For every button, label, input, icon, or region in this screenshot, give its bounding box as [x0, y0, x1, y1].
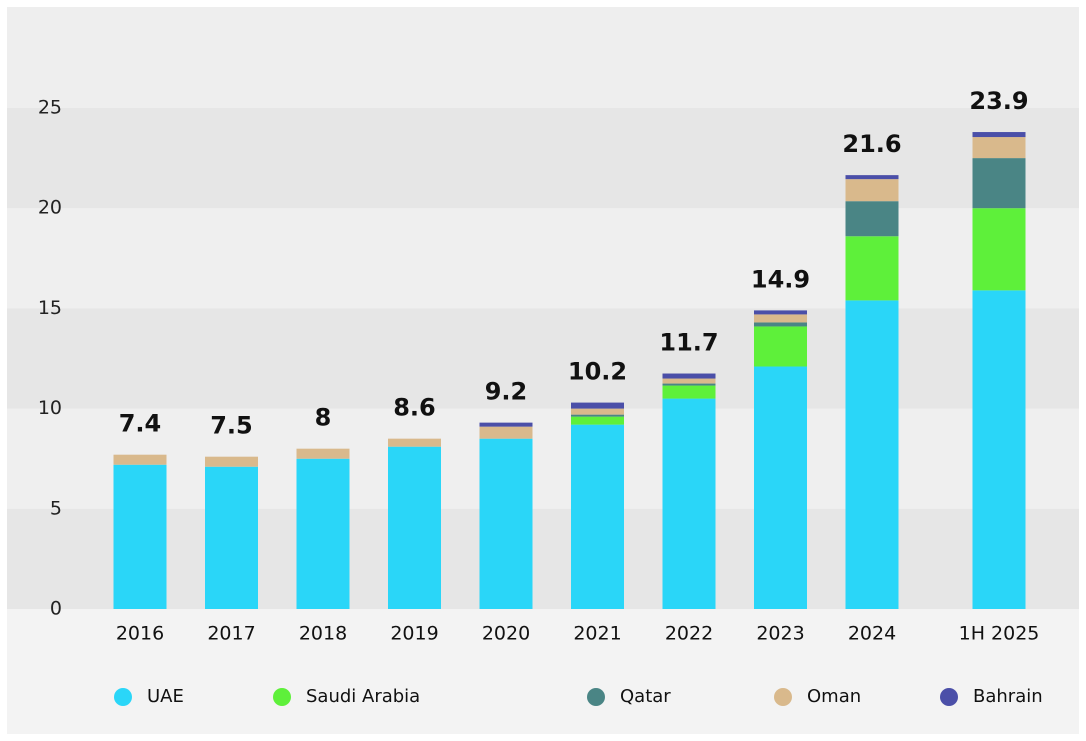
legend-marker [114, 688, 132, 706]
bar-segment [479, 422, 533, 427]
bar-segment [972, 137, 1026, 159]
bar-segment [662, 398, 716, 609]
bar-segment [571, 416, 624, 425]
grid-band [7, 408, 1079, 509]
bar-segment [296, 448, 350, 459]
bar-segment [662, 383, 716, 386]
bar-segment [754, 366, 807, 609]
bar-segment [845, 175, 899, 180]
legend-label: Bahrain [973, 686, 1043, 707]
bar-segment [571, 414, 624, 417]
y-tick-label: 25 [38, 97, 62, 119]
x-tick-label: 2016 [116, 623, 164, 645]
x-tick-label: 2021 [573, 623, 621, 645]
bar-segment [571, 402, 624, 409]
bar-segment [845, 201, 899, 237]
bar-segment [662, 373, 716, 379]
x-tick-label: 2019 [390, 623, 438, 645]
bar-segment [296, 458, 350, 609]
plot-top [7, 7, 1079, 108]
legend-marker [940, 688, 958, 706]
bar-segment [388, 438, 441, 447]
legend-label: Qatar [620, 686, 671, 707]
grid-band [7, 208, 1079, 309]
bar-segment [972, 158, 1026, 209]
bar-segment [205, 456, 258, 467]
legend-label: Saudi Arabia [306, 686, 420, 707]
y-tick-label: 10 [38, 397, 62, 419]
y-tick-label: 20 [38, 197, 62, 219]
total-label: 10.2 [568, 358, 627, 386]
total-label: 8 [315, 404, 332, 432]
total-label: 8.6 [393, 394, 436, 422]
legend-marker [273, 688, 291, 706]
bar-segment [972, 290, 1026, 609]
bar-segment [662, 378, 716, 384]
bar-segment [479, 426, 533, 439]
bar-segment [754, 310, 807, 315]
bar-segment [972, 208, 1026, 291]
total-label: 21.6 [842, 130, 901, 158]
y-tick-label: 15 [38, 297, 62, 319]
x-tick-label: 1H 2025 [959, 623, 1040, 645]
x-tick-label: 2022 [665, 623, 713, 645]
bar-segment [845, 179, 899, 202]
grid-band [7, 108, 1079, 209]
legend-marker [587, 688, 605, 706]
bar-segment [845, 300, 899, 609]
bar-segment [571, 408, 624, 415]
bar-segment [113, 454, 167, 465]
total-label: 7.5 [210, 412, 253, 440]
x-tick-label: 2023 [756, 623, 804, 645]
total-label: 14.9 [751, 265, 810, 293]
legend-label: UAE [147, 686, 184, 707]
x-tick-label: 2020 [482, 623, 530, 645]
grid-band [7, 508, 1079, 609]
bar-segment [479, 438, 533, 609]
bar-segment [571, 424, 624, 609]
x-tick-label: 2017 [207, 623, 255, 645]
bar-segment [113, 464, 167, 609]
total-label: 7.4 [119, 410, 162, 438]
y-tick-label: 5 [50, 497, 62, 519]
x-tick-label: 2024 [848, 623, 896, 645]
total-label: 9.2 [485, 378, 528, 406]
y-tick-label: 0 [50, 598, 62, 620]
legend-label: Oman [807, 686, 861, 707]
legend-marker [774, 688, 792, 706]
bar-segment [845, 236, 899, 301]
bar-segment [754, 322, 807, 327]
bar-segment [662, 385, 716, 399]
bar-segment [388, 446, 441, 609]
x-tick-label: 2018 [299, 623, 347, 645]
total-label: 23.9 [969, 87, 1028, 115]
grid-band [7, 308, 1079, 409]
bar-segment [754, 314, 807, 323]
bar-segment [754, 326, 807, 367]
bar-segment [972, 132, 1026, 138]
bar-segment [205, 466, 258, 609]
total-label: 11.7 [659, 329, 718, 357]
